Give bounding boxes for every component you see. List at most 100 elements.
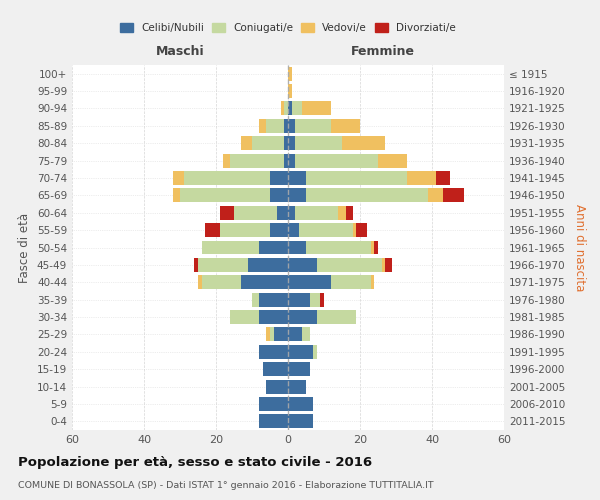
Bar xyxy=(295,154,378,168)
Legend: Celibi/Nubili, Coniugati/e, Vedovi/e, Divorziati/e: Celibi/Nubili, Coniugati/e, Vedovi/e, Di… xyxy=(116,19,460,38)
Bar xyxy=(270,223,288,237)
Bar xyxy=(310,292,320,306)
Bar xyxy=(252,136,284,150)
Bar xyxy=(306,188,428,202)
Bar xyxy=(198,276,202,289)
Bar xyxy=(306,171,407,185)
Bar xyxy=(292,102,302,116)
Bar xyxy=(353,223,356,237)
Bar xyxy=(320,292,324,306)
Bar xyxy=(284,119,288,133)
Bar xyxy=(428,188,443,202)
Bar xyxy=(266,119,284,133)
Bar xyxy=(202,240,259,254)
Bar xyxy=(234,206,277,220)
Bar xyxy=(270,328,274,342)
Bar xyxy=(374,240,378,254)
Bar xyxy=(443,188,464,202)
Bar xyxy=(288,102,292,116)
Bar xyxy=(371,276,374,289)
Bar xyxy=(202,276,241,289)
Bar xyxy=(180,188,270,202)
Bar xyxy=(241,136,252,150)
Bar xyxy=(288,380,306,394)
Bar xyxy=(194,258,198,272)
Text: Popolazione per età, sesso e stato civile - 2016: Popolazione per età, sesso e stato civil… xyxy=(18,456,372,469)
Bar xyxy=(407,171,436,185)
Bar xyxy=(288,414,313,428)
Bar xyxy=(288,84,292,98)
Bar xyxy=(342,136,385,150)
Bar xyxy=(259,397,288,411)
Y-axis label: Anni di nascita: Anni di nascita xyxy=(572,204,586,291)
Text: Femmine: Femmine xyxy=(351,44,415,58)
Bar xyxy=(288,345,313,358)
Bar xyxy=(173,171,184,185)
Bar xyxy=(230,154,284,168)
Bar xyxy=(223,154,230,168)
Bar xyxy=(288,136,295,150)
Bar xyxy=(259,119,266,133)
Bar xyxy=(277,206,288,220)
Bar xyxy=(230,310,259,324)
Bar xyxy=(306,240,371,254)
Bar xyxy=(385,258,392,272)
Bar xyxy=(281,102,284,116)
Bar xyxy=(356,223,367,237)
Bar xyxy=(331,276,371,289)
Bar xyxy=(241,276,288,289)
Bar xyxy=(205,223,220,237)
Bar xyxy=(299,223,353,237)
Bar xyxy=(295,136,342,150)
Text: COMUNE DI BONASSOLA (SP) - Dati ISTAT 1° gennaio 2016 - Elaborazione TUTTITALIA.: COMUNE DI BONASSOLA (SP) - Dati ISTAT 1°… xyxy=(18,481,434,490)
Bar xyxy=(382,258,385,272)
Bar xyxy=(288,328,302,342)
Bar xyxy=(288,119,295,133)
Bar xyxy=(284,154,288,168)
Bar xyxy=(173,188,180,202)
Bar xyxy=(284,136,288,150)
Bar xyxy=(288,188,306,202)
Bar xyxy=(295,206,338,220)
Bar xyxy=(220,223,270,237)
Bar xyxy=(288,310,317,324)
Bar xyxy=(270,171,288,185)
Bar xyxy=(263,362,288,376)
Bar xyxy=(288,397,313,411)
Bar xyxy=(288,154,295,168)
Bar xyxy=(259,292,288,306)
Bar xyxy=(288,171,306,185)
Bar xyxy=(270,188,288,202)
Bar xyxy=(248,258,288,272)
Bar xyxy=(288,258,317,272)
Bar xyxy=(266,380,288,394)
Bar xyxy=(288,292,310,306)
Bar xyxy=(371,240,374,254)
Bar xyxy=(198,258,248,272)
Bar xyxy=(302,328,310,342)
Bar xyxy=(252,292,259,306)
Bar xyxy=(317,258,382,272)
Bar xyxy=(436,171,450,185)
Bar xyxy=(331,119,360,133)
Bar xyxy=(302,102,331,116)
Bar xyxy=(288,206,295,220)
Bar xyxy=(378,154,407,168)
Bar xyxy=(284,102,288,116)
Bar xyxy=(259,345,288,358)
Bar xyxy=(274,328,288,342)
Bar xyxy=(288,240,306,254)
Bar xyxy=(288,362,310,376)
Bar xyxy=(295,119,331,133)
Bar xyxy=(346,206,353,220)
Bar xyxy=(259,240,288,254)
Bar xyxy=(338,206,346,220)
Bar xyxy=(288,276,331,289)
Y-axis label: Fasce di età: Fasce di età xyxy=(19,212,31,282)
Bar xyxy=(317,310,356,324)
Bar xyxy=(259,414,288,428)
Bar xyxy=(184,171,270,185)
Bar xyxy=(220,206,234,220)
Bar xyxy=(266,328,270,342)
Bar xyxy=(259,310,288,324)
